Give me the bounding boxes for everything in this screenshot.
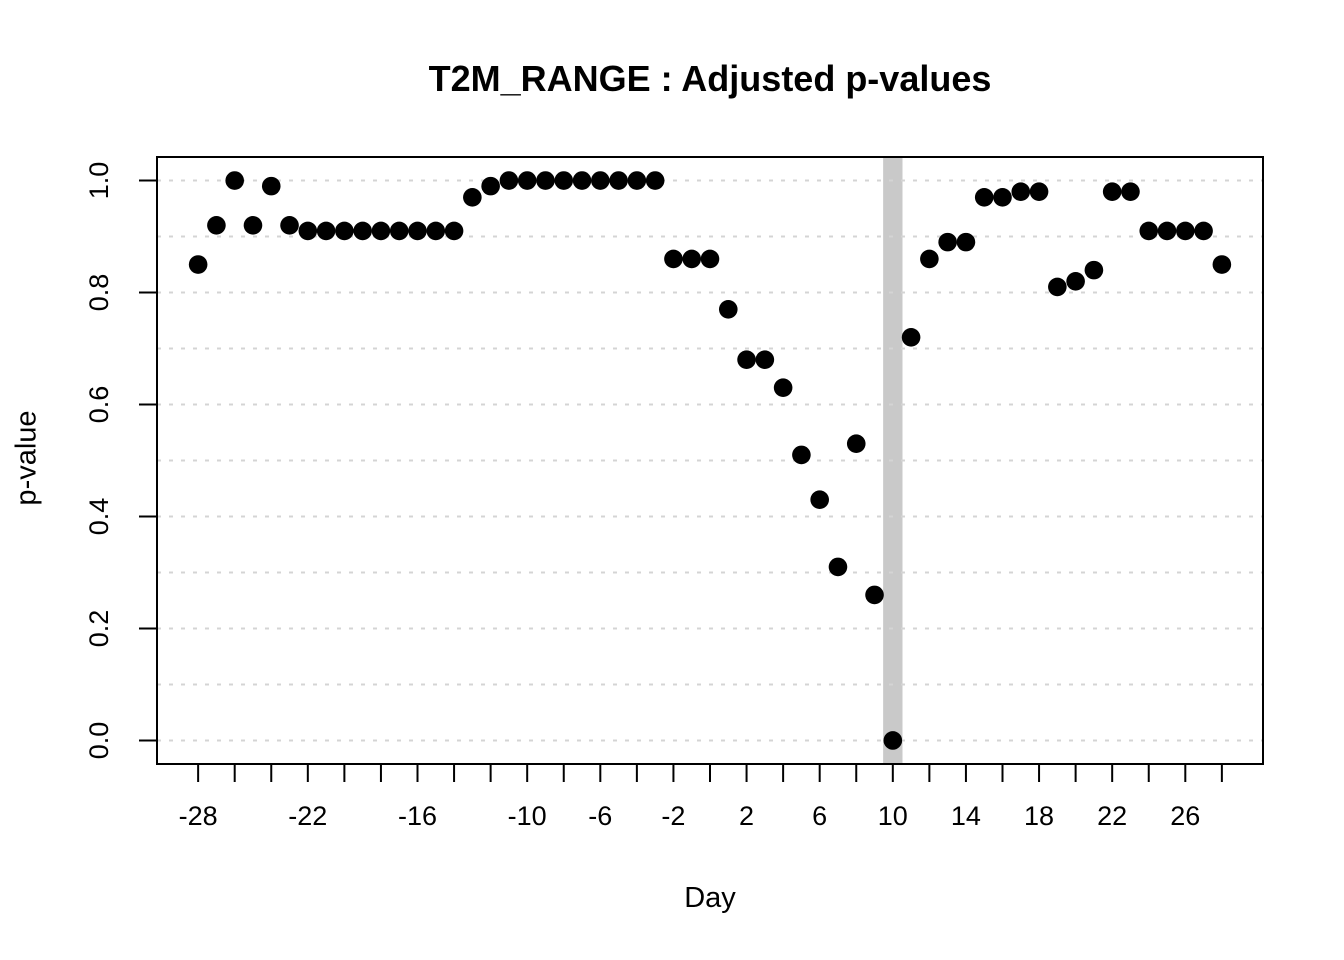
data-point [1084, 260, 1104, 280]
data-point [280, 216, 299, 235]
data-point [463, 188, 482, 207]
data-point [920, 249, 939, 269]
data-point [737, 350, 756, 370]
x-axis-tick-label: -28 [179, 801, 218, 831]
x-axis-tick-label: 26 [1170, 801, 1200, 831]
data-point [335, 221, 354, 241]
y-axis-tick-label: 0.2 [84, 610, 114, 648]
data-point [481, 176, 500, 196]
x-axis-tick-label: 22 [1097, 801, 1127, 831]
data-point [1011, 182, 1031, 202]
data-point [316, 221, 336, 241]
y-axis-tick-label: 0.0 [84, 722, 114, 760]
data-point [645, 171, 665, 190]
data-point [572, 171, 592, 190]
data-point [591, 171, 610, 190]
data-point [371, 221, 391, 241]
y-axis-tick-label: 0.6 [84, 386, 114, 424]
data-point [773, 378, 793, 398]
x-axis-tick-label: 2 [739, 801, 754, 831]
data-point [1102, 182, 1122, 202]
data-point [426, 221, 446, 241]
data-point [938, 232, 957, 252]
data-point [517, 171, 537, 190]
data-point [664, 249, 683, 269]
x-axis-tick-label: 18 [1024, 801, 1054, 831]
data-point [298, 221, 318, 241]
x-axis-tick-label: -2 [661, 801, 685, 831]
data-point [901, 328, 921, 347]
data-point [865, 585, 884, 605]
data-point [1212, 255, 1232, 274]
x-axis-tick-label: -22 [288, 801, 327, 831]
data-point [1048, 277, 1067, 297]
data-point [755, 350, 775, 370]
data-point [554, 171, 574, 190]
data-point [444, 221, 464, 241]
data-point [883, 731, 903, 750]
data-point [828, 557, 848, 577]
y-axis-tick-label: 0.8 [84, 274, 114, 312]
x-axis-tick-label: 14 [951, 801, 981, 831]
y-axis-tick-label: 1.0 [84, 162, 114, 200]
data-point [718, 300, 738, 319]
data-point [1066, 272, 1085, 291]
data-point [225, 171, 244, 190]
data-point [207, 216, 226, 235]
data-point [1121, 182, 1140, 202]
data-point [609, 171, 628, 190]
data-point [536, 171, 555, 190]
x-axis-tick-label: 10 [878, 801, 908, 831]
x-axis-tick-label: 6 [812, 801, 827, 831]
data-point [700, 249, 720, 269]
data-point [810, 490, 829, 509]
data-point [243, 216, 263, 235]
data-point [261, 176, 281, 196]
y-axis-title: p-value [10, 410, 43, 506]
data-point [1176, 221, 1195, 241]
chart-title: T2M_RANGE : Adjusted p-values [428, 58, 992, 99]
data-point [1029, 182, 1049, 202]
data-point [1157, 221, 1177, 241]
data-point [389, 221, 409, 241]
data-point [993, 188, 1012, 207]
data-point [188, 255, 208, 274]
data-point [1139, 221, 1159, 241]
x-axis-tick-label: -6 [588, 801, 612, 831]
data-point [499, 171, 519, 190]
data-point [1194, 221, 1213, 241]
data-point [682, 249, 702, 269]
data-point [956, 232, 976, 252]
y-axis-tick-label: 0.4 [84, 498, 114, 536]
x-axis-tick-label: -10 [508, 801, 547, 831]
data-point [353, 221, 372, 241]
x-axis-title: Day [684, 882, 736, 914]
data-point [408, 221, 427, 241]
data-point [974, 188, 994, 207]
data-point [846, 434, 866, 454]
data-point [627, 171, 647, 190]
data-point [792, 445, 811, 465]
x-axis-tick-label: -16 [398, 801, 437, 831]
